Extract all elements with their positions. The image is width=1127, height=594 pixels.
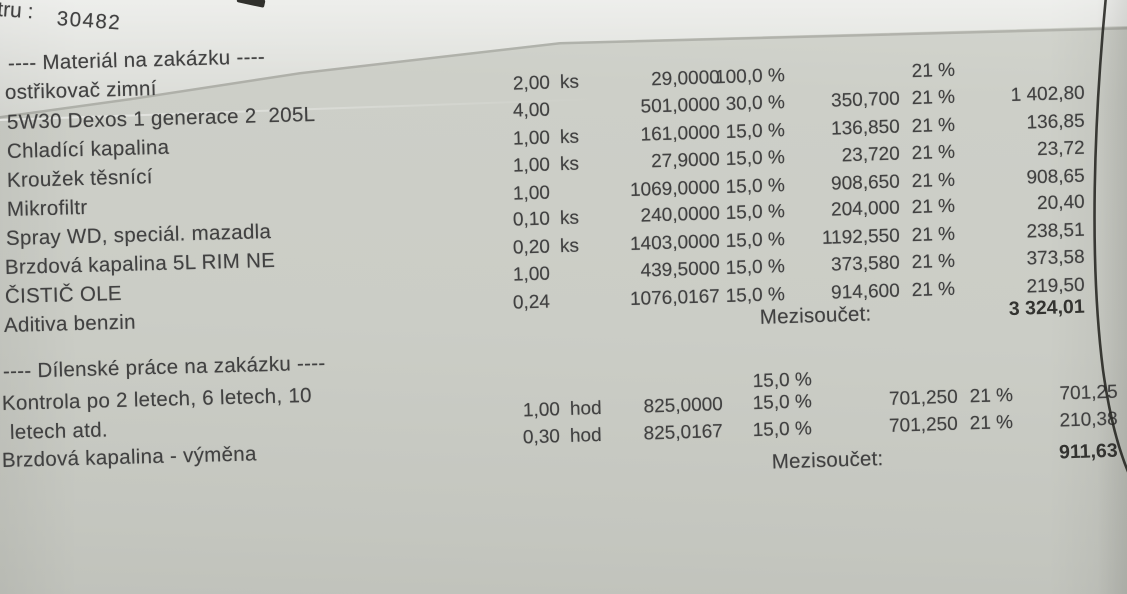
qty-value: 1,00 — [512, 154, 551, 177]
item-name: Aditiva benzin — [3, 310, 137, 337]
line-total: 1 402,80 — [1010, 82, 1085, 107]
net-amount: 908,650 — [830, 171, 901, 195]
item-name: Kontrola po 2 letech, 6 letech, 10 — [1, 383, 313, 415]
line-total: 701,25 — [1059, 381, 1118, 405]
item-name: Kroužek těsnící — [6, 165, 154, 192]
labor-section-title: ---- Dílenské práce na zakázku ---- — [2, 351, 326, 383]
unit-price: 825,0000 — [643, 394, 724, 418]
ref-label: tru : — [0, 0, 35, 24]
discount-percent: 15,0 % — [725, 175, 786, 198]
line-total: 23,72 — [1036, 137, 1085, 161]
item-name: Mikrofiltr — [6, 195, 88, 221]
net-amount: 373,580 — [830, 252, 901, 276]
qty-value: 2,00 — [512, 72, 551, 95]
item-name: ostřikovač zimní — [4, 77, 158, 104]
line-total: 20,40 — [1036, 191, 1085, 215]
line-total: 373,58 — [1026, 246, 1085, 270]
subtotal-label: Mezisoučet: — [759, 302, 872, 329]
net-amount: 204,000 — [830, 197, 901, 221]
net-amount: 1192,550 — [821, 225, 901, 249]
item-name: ČISTIČ OLE — [4, 281, 123, 308]
discount-percent: 100,0 % — [714, 65, 786, 89]
qty-value: 0,20 — [512, 236, 551, 259]
discount-percent: 15,0 % — [725, 147, 786, 170]
vat-percent: 21 % — [911, 59, 956, 83]
net-amount: 23,720 — [841, 143, 901, 167]
net-amount: 350,700 — [830, 88, 901, 112]
qty-value: 1,00 — [512, 182, 551, 205]
line-total: 136,85 — [1026, 110, 1085, 134]
qty-value: 4,00 — [512, 99, 551, 122]
subtotal-value: 3 324,01 — [1008, 295, 1086, 321]
line-total: 210,38 — [1059, 408, 1118, 432]
subtotal-label: Mezisoučet: — [771, 447, 884, 474]
item-name: Chladící kapalina — [6, 135, 170, 163]
qty-value: 1,00 — [522, 399, 561, 422]
item-name: Spray WD, speciál. mazadla — [5, 220, 272, 250]
net-amount: 701,250 — [888, 386, 959, 410]
discount-percent: 15,0 % — [725, 229, 786, 252]
item-name: Brzdová kapalina - výměna — [1, 442, 257, 472]
discount-percent: 30,0 % — [725, 92, 786, 115]
net-amount: 701,250 — [888, 413, 959, 437]
line-total: 238,51 — [1026, 219, 1085, 243]
item-name: Brzdová kapalina 5L RIM NE — [4, 248, 276, 279]
line-total: 908,65 — [1026, 165, 1085, 189]
net-amount: 136,850 — [830, 116, 901, 140]
qty-value: 1,00 — [512, 127, 551, 150]
discount-percent: 15,0 % — [725, 201, 786, 224]
net-amount — [769, 61, 899, 65]
qty-value: 0,10 — [512, 208, 551, 231]
ref-number: 30482 — [56, 7, 123, 35]
item-name: letech atd. — [9, 418, 109, 444]
subtotal-value: 911,63 — [1058, 439, 1118, 464]
discount-percent: 15,0 % — [725, 120, 786, 143]
qty-value: 1,00 — [512, 263, 551, 286]
qty-value: 0,30 — [522, 426, 561, 449]
discount-percent: 15,0 % — [725, 256, 786, 279]
unit-price: 825,0167 — [643, 421, 724, 445]
discount-percent: 15,0 % — [752, 418, 813, 442]
discount-percent: 15,0 % — [752, 391, 813, 415]
